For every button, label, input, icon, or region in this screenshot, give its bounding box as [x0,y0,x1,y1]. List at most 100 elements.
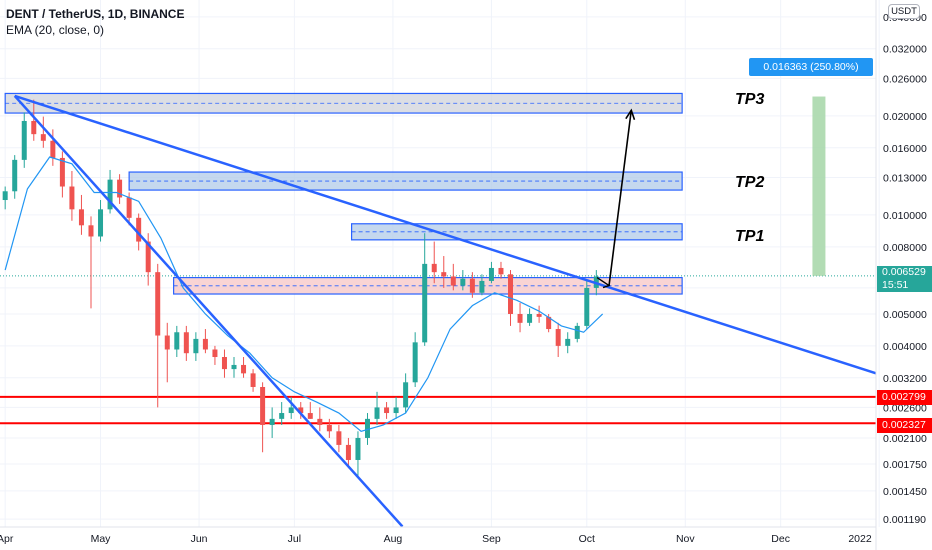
y-tick-label: 0.008000 [883,242,927,254]
y-tick-label: 0.001450 [883,486,927,498]
candle [202,329,208,354]
candle [241,357,247,378]
y-tick-label: 0.005000 [883,309,927,321]
candle [12,155,18,199]
measure-tool[interactable] [812,96,826,276]
candle-body [145,241,151,273]
x-tick-label: Sep [482,533,501,545]
indicator-title[interactable]: EMA (20, close, 0) [6,23,105,37]
y-tick-label: 0.020000 [883,111,927,123]
candle [450,263,456,291]
candle-body [126,197,132,218]
candle [279,402,285,425]
currency-badge[interactable]: USDT [888,4,920,19]
x-tick-label: Apr [0,533,14,545]
x-tick-label: Aug [384,533,403,545]
candle-body [326,424,332,432]
arrow-tail [596,276,611,289]
candle-body [136,217,142,242]
tp2-label: TP2 [735,174,764,191]
candle-body [498,267,504,275]
candle-body [527,313,533,323]
candle [78,194,84,235]
projection-arrow [608,110,633,286]
candle-body [336,431,342,445]
x-tick-label: 2022 [848,533,872,545]
last-price-tag: 0.006529 15:51 [877,266,932,292]
candle-body [164,335,170,350]
candle-body [422,263,428,343]
candle [345,437,351,469]
candle-body [565,338,571,346]
candle-body [69,186,75,210]
candle-body [469,278,475,293]
last-price-value: 0.006529 [882,266,926,278]
candle-body [441,272,447,277]
candle [117,174,123,204]
candle [565,332,571,354]
candle [336,424,342,453]
y-tick-label: 0.010000 [883,210,927,222]
symbol-title[interactable]: DENT / TetherUS, 1D, BINANCE [6,7,185,21]
x-tick-label: Nov [676,533,695,545]
candle-body [241,364,247,374]
candle [555,322,561,358]
candle [107,169,113,214]
candle [460,270,466,291]
y-tick-label: 0.004000 [883,341,927,353]
y-tick-label: 0.002100 [883,433,927,445]
candle [355,431,361,477]
candle-body [517,313,523,323]
candle-body [174,332,180,350]
candle-body [260,386,266,425]
candle [221,349,227,378]
trendlines[interactable] [13,94,877,528]
bar-countdown: 15:51 [882,279,909,291]
candle [288,396,294,419]
support-lines[interactable] [0,395,876,425]
candle [174,325,180,358]
candle [574,322,580,343]
candle-body [536,313,542,317]
candle-body [555,329,561,346]
candle-body [584,287,590,326]
candle-body [345,444,351,460]
candle-body [193,338,199,354]
candle [164,322,170,383]
candle [2,186,8,210]
grid-lines [0,0,880,527]
candle [317,407,323,432]
candle-body [78,209,84,226]
candle [479,274,485,296]
y-tick-label: 0.001190 [883,514,926,526]
candle-body [50,140,56,158]
measure-label: 0.016363 (250.80%) 16363 [749,58,873,91]
trendline-2 [13,95,404,528]
ema-20-line [4,156,604,432]
candle-body [393,407,399,414]
candle [40,116,46,148]
y-tick-label: 0.002600 [883,402,927,414]
candle [155,263,161,408]
candle-body [508,274,514,314]
candle-body [269,418,275,425]
candle [412,332,418,387]
candle-body [221,357,227,370]
candle [403,373,409,414]
x-tick-label: Jul [288,533,301,545]
candle [536,305,542,323]
candle [298,402,304,419]
target-zones [0,92,876,295]
candle [431,241,437,284]
candle [69,170,75,221]
x-tick-label: Oct [579,533,595,545]
candle-body [59,157,65,187]
candle [527,308,533,326]
candle [145,233,151,286]
chart-legend: DENT / TetherUS, 1D, BINANCE EMA (20, cl… [6,6,184,38]
candle-body [250,373,256,387]
candle [183,325,189,361]
candle-body [460,278,466,286]
candle-body [546,316,552,330]
